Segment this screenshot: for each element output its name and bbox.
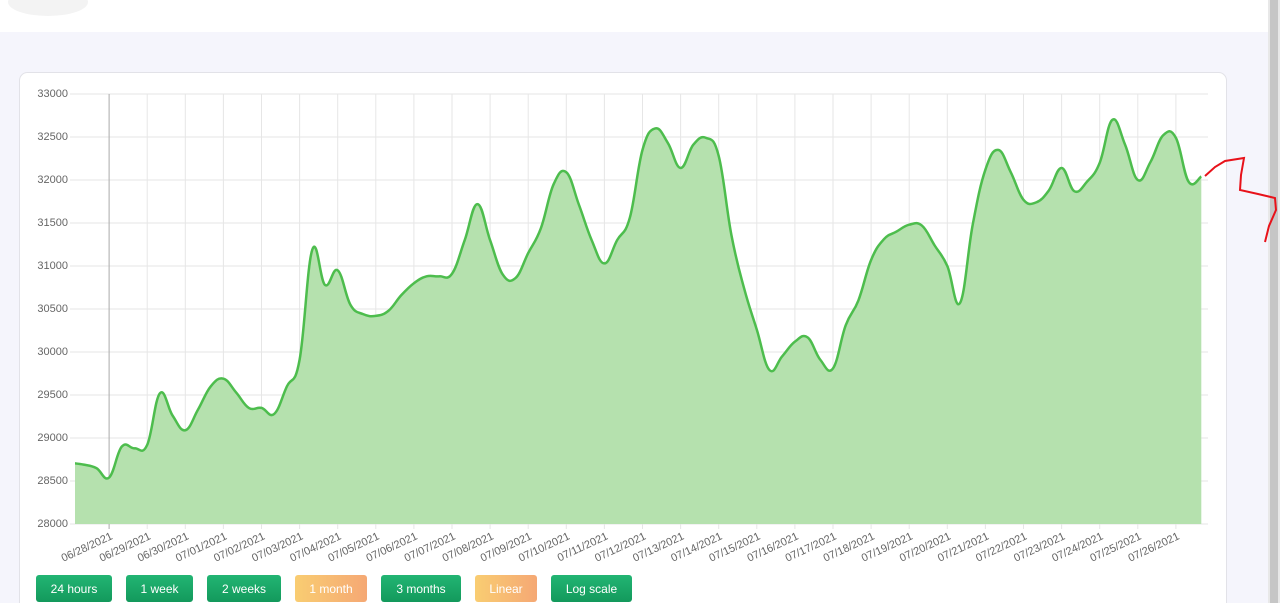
y-tick-label: 31500 bbox=[37, 217, 68, 229]
area bbox=[75, 119, 1202, 524]
y-tick-label: 28500 bbox=[37, 475, 68, 487]
y-tick-label: 29500 bbox=[37, 389, 68, 401]
range-button[interactable]: 24 hours bbox=[36, 575, 112, 602]
y-tick-label: 32000 bbox=[37, 174, 68, 186]
scale-button[interactable]: Linear bbox=[475, 575, 537, 602]
header-bar bbox=[0, 0, 1268, 32]
scrollbar-thumb bbox=[1270, 0, 1278, 603]
annotation-scribble bbox=[1204, 156, 1278, 243]
y-tick-label: 31000 bbox=[37, 260, 68, 272]
series bbox=[75, 118, 1203, 524]
range-button[interactable]: 1 week bbox=[126, 575, 193, 602]
y-tick-label: 30000 bbox=[37, 346, 68, 358]
scale-button[interactable]: Log scale bbox=[551, 575, 632, 602]
y-tick-label: 28000 bbox=[37, 518, 68, 530]
y-tick-label: 30500 bbox=[37, 303, 68, 315]
range-button[interactable]: 2 weeks bbox=[207, 575, 281, 602]
y-tick-label: 32500 bbox=[37, 131, 68, 143]
plot: 28000 28500 29000 29500 30000 30500 31000 31500… bbox=[37, 88, 1208, 565]
line bbox=[75, 118, 1203, 480]
range-button[interactable]: 1 month bbox=[295, 575, 367, 602]
avatar bbox=[8, 0, 88, 16]
y-tick-label: 29000 bbox=[37, 432, 68, 444]
range-button[interactable]: 3 months bbox=[381, 575, 461, 602]
y-tick-label: 33000 bbox=[37, 88, 68, 100]
